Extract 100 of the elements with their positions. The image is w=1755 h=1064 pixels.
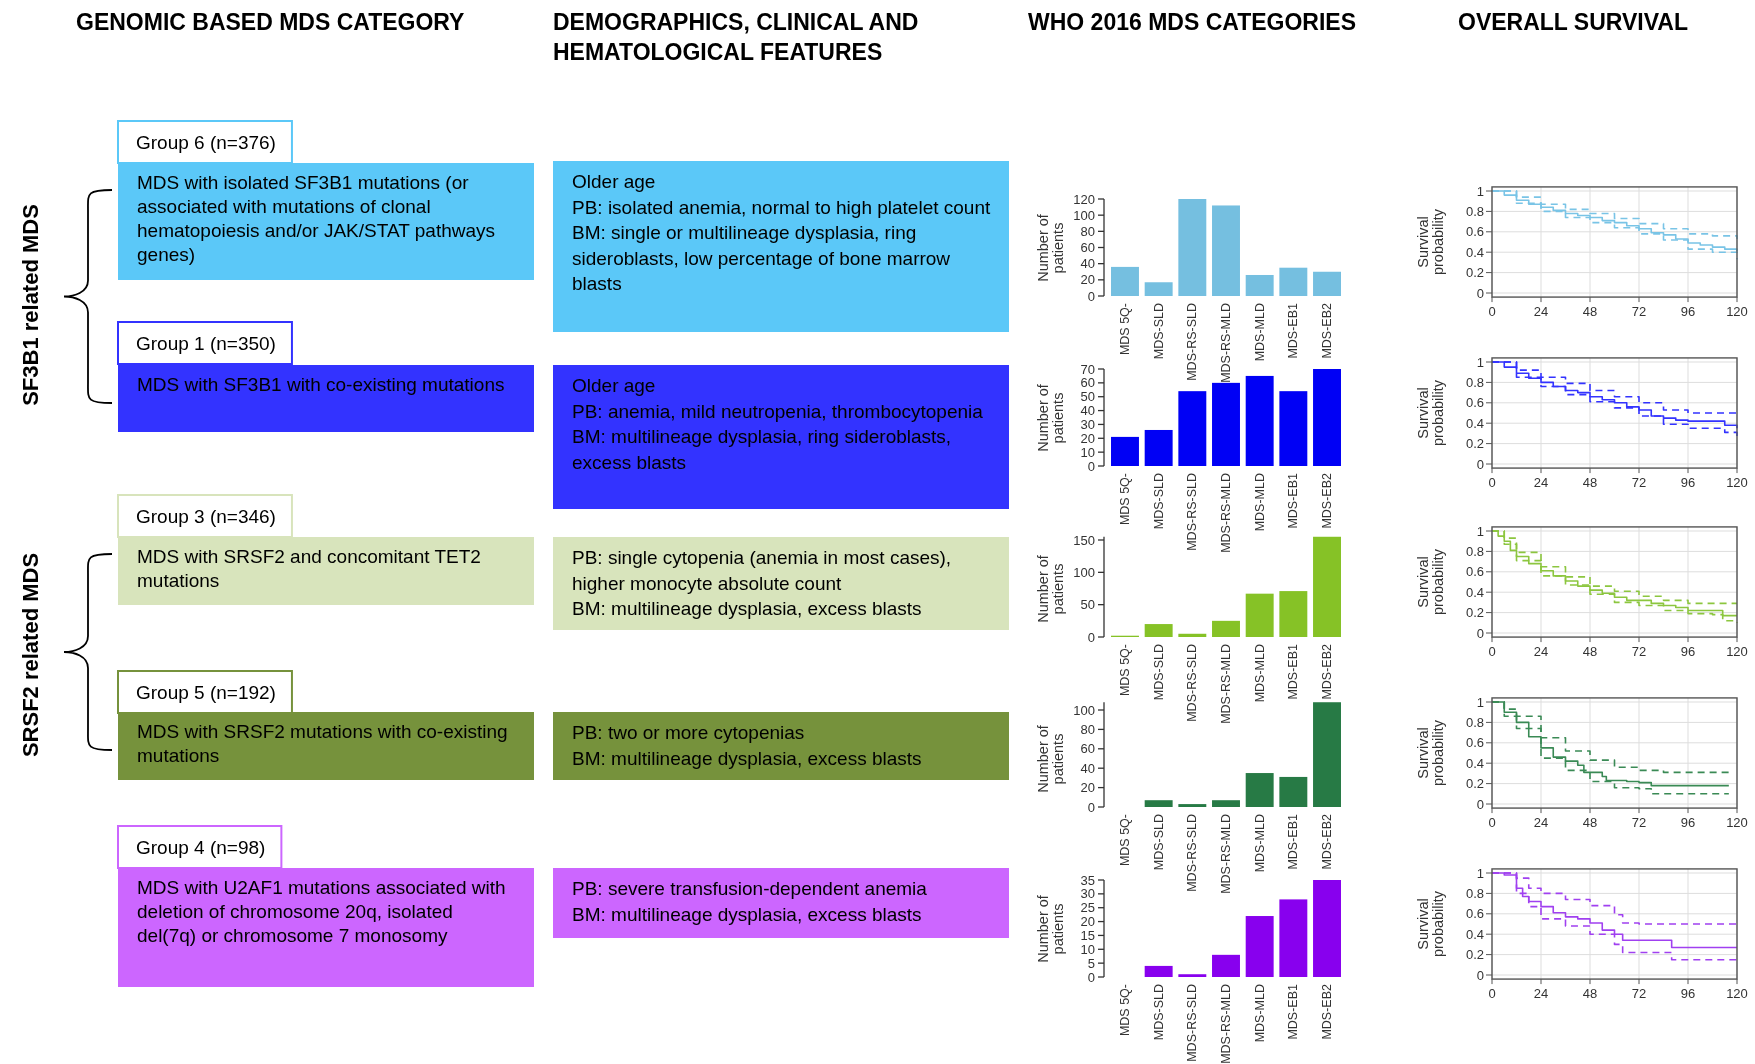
y-tick-label: 1: [1476, 694, 1484, 710]
y-tick-label: 60: [1080, 741, 1095, 757]
y-tick-label: 0.2: [1465, 265, 1484, 281]
y-tick-label: 35: [1080, 872, 1095, 888]
y-axis-title: Survival probability: [1415, 890, 1446, 958]
x-tick-label: 96: [1680, 815, 1696, 831]
y-tick-label: 0.6: [1465, 224, 1484, 240]
text: MDS with isolated SF3B1 mutations (or associated with mutations of clonal hematopoiesis and/or JAK/STAT pathways genes): [137, 172, 496, 265]
y-tick-label: 0.2: [1465, 605, 1484, 621]
y-tick-label: 0.8: [1465, 374, 1484, 390]
text: Group 1 (n=350): [136, 333, 276, 354]
y-tick-label: 70: [1080, 361, 1095, 377]
x-tick-label: MDS 5Q-: [1117, 473, 1132, 526]
y-tick-label: 40: [1080, 760, 1095, 776]
x-tick-label: 0: [1488, 815, 1496, 831]
y-tick-label: 0: [1087, 799, 1095, 815]
y-tick-label: 120: [1073, 191, 1095, 207]
x-tick-label: 120: [1726, 475, 1748, 491]
x-tick-label: MDS-RS-MLD: [1219, 984, 1233, 1064]
y-axis-title: Survival probability: [1415, 208, 1446, 276]
y-axis-title: Number of patients: [1035, 383, 1066, 452]
y-tick-label: 30: [1080, 886, 1095, 902]
text: WHO 2016 MDS CATEGORIES: [1028, 9, 1357, 35]
y-tick-label: 0.4: [1465, 926, 1484, 942]
y-tick-label: 40: [1080, 403, 1095, 419]
y-tick-label: 0.4: [1465, 755, 1484, 771]
x-tick-label: MDS-SLD: [1151, 984, 1166, 1041]
y-tick-label: 150: [1073, 532, 1095, 548]
x-tick-label: MDS 5Q-: [1117, 984, 1132, 1037]
x-tick-label: MDS-EB2: [1320, 813, 1335, 870]
y-axis-title: Survival probability: [1415, 548, 1446, 616]
x-tick-label: 72: [1631, 475, 1647, 491]
x-tick-label: 120: [1726, 986, 1748, 1002]
x-tick-label: 24: [1533, 304, 1549, 320]
x-tick-label: MDS-RS-MLD: [1219, 814, 1233, 894]
x-tick-label: 48: [1582, 475, 1598, 491]
y-tick-label: 0.4: [1465, 244, 1484, 260]
x-tick-label: MDS-SLD: [1151, 814, 1166, 871]
y-tick-label: 80: [1080, 223, 1095, 239]
text: MDS with SRSF2 mutations with co-existing mutations: [137, 721, 508, 766]
text: Group 5 (n=192): [136, 682, 276, 703]
y-tick-label: 0.4: [1465, 584, 1484, 600]
x-tick-label: MDS-EB2: [1320, 983, 1335, 1040]
x-tick-label: 24: [1533, 986, 1549, 1002]
x-tick-label: 72: [1631, 644, 1647, 660]
y-tick-label: 0: [1476, 796, 1484, 812]
text: DEMOGRAPHICS, CLINICAL AND HEMATOLOGICAL FEATURES: [553, 9, 919, 65]
x-tick-label: MDS-MLD: [1252, 814, 1267, 873]
text: MDS with SRSF2 and concomitant TET2 mutations: [137, 546, 481, 591]
y-tick-label: 0.2: [1465, 776, 1484, 792]
x-tick-label: 0: [1488, 986, 1496, 1002]
y-tick-label: 0: [1087, 629, 1095, 645]
x-tick-label: MDS 5Q-: [1117, 303, 1132, 356]
text: PB: severe transfusion-dependent anemia BM: multilineage dysplasia, excess blasts: [572, 878, 928, 925]
text: Group 3 (n=346): [136, 506, 276, 527]
x-tick-label: MDS-RS-SLD: [1185, 984, 1200, 1062]
text: PB: single cytopenia (anemia in most cases), higher monocyte absolute count BM: multilineage dysplasia, excess blasts: [572, 547, 952, 619]
y-tick-label: 30: [1080, 416, 1095, 432]
x-tick-label: 96: [1680, 644, 1696, 660]
y-tick-label: 50: [1080, 597, 1095, 613]
y-tick-label: 1: [1476, 183, 1484, 199]
x-tick-label: 0: [1488, 304, 1496, 320]
text: GENOMIC BASED MDS CATEGORY: [76, 9, 465, 35]
x-tick-label: MDS-SLD: [1151, 303, 1166, 360]
y-tick-label: 40: [1080, 256, 1095, 272]
x-tick-label: MDS-EB1: [1286, 983, 1301, 1040]
x-tick-label: 72: [1631, 815, 1647, 831]
y-tick-label: 0.8: [1465, 885, 1484, 901]
y-tick-label: 0: [1087, 458, 1095, 474]
x-tick-label: MDS-RS-SLD: [1185, 473, 1200, 551]
text: MDS with U2AF1 mutations associated with deletion of chromosome 20q, isolated del(7q) or chromosome 7 monosomy: [137, 877, 506, 946]
y-tick-label: 0.6: [1465, 906, 1484, 922]
y-tick-label: 80: [1080, 721, 1095, 737]
y-axis-title: Number of patients: [1035, 724, 1066, 793]
y-tick-label: 60: [1080, 375, 1095, 391]
y-tick-label: 50: [1080, 389, 1095, 405]
text: MDS with SF3B1 with co-existing mutations: [137, 374, 505, 395]
y-tick-label: 1: [1476, 354, 1484, 370]
y-tick-label: 20: [1080, 780, 1095, 796]
x-tick-label: MDS-EB1: [1286, 472, 1301, 529]
y-tick-label: 20: [1080, 430, 1095, 446]
y-tick-label: 0.8: [1465, 203, 1484, 219]
x-tick-label: MDS-EB2: [1320, 643, 1335, 700]
y-tick-label: 0.2: [1465, 436, 1484, 452]
y-tick-label: 60: [1080, 240, 1095, 256]
y-tick-label: 10: [1080, 941, 1095, 957]
x-tick-label: MDS-MLD: [1252, 984, 1267, 1043]
y-tick-label: 20: [1080, 272, 1095, 288]
y-tick-label: 0.2: [1465, 947, 1484, 963]
y-tick-label: 0.4: [1465, 415, 1484, 431]
y-tick-label: 0: [1476, 625, 1484, 641]
y-tick-label: 100: [1073, 564, 1095, 580]
y-axis-title: Survival probability: [1415, 719, 1446, 787]
y-tick-label: 15: [1080, 927, 1095, 943]
x-tick-label: 72: [1631, 986, 1647, 1002]
y-tick-label: 10: [1080, 444, 1095, 460]
y-tick-label: 0.8: [1465, 543, 1484, 559]
y-tick-label: 25: [1080, 900, 1095, 916]
x-tick-label: MDS-RS-SLD: [1185, 814, 1200, 892]
x-tick-label: MDS-MLD: [1252, 644, 1267, 703]
